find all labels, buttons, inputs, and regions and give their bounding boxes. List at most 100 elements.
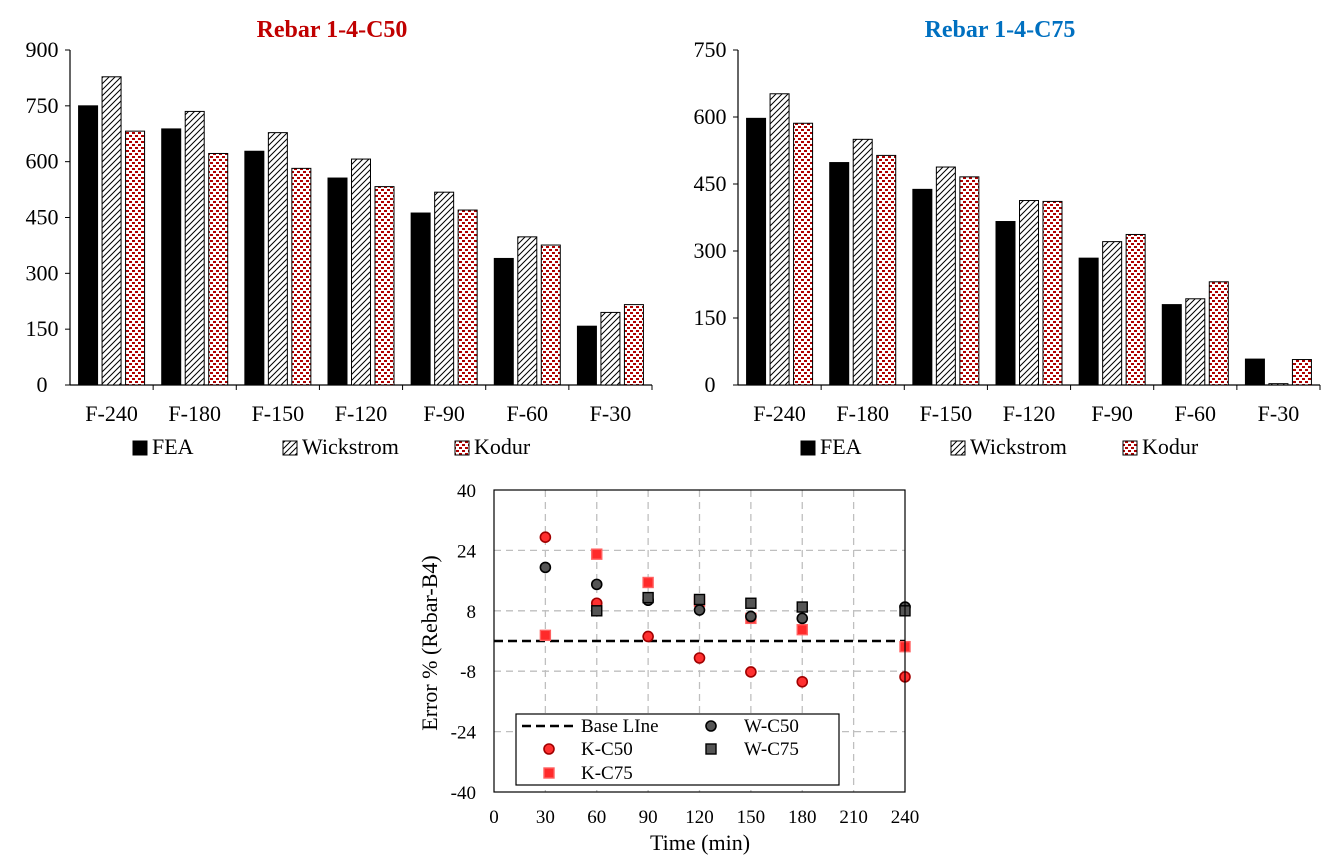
bar-kodur-f-60	[1208, 281, 1229, 386]
bar-fea-f-180	[829, 162, 850, 386]
chart-title: Rebar 1-4-C75	[925, 17, 1076, 43]
y-tick-label: 450	[26, 205, 59, 230]
y-tick-label: 0	[705, 372, 716, 397]
bar-wickstrom-f-120	[1019, 200, 1039, 386]
legend-label-wickstrom: Wickstrom	[302, 434, 399, 459]
bar-wickstrom-f-60	[1185, 298, 1206, 386]
y-tick-label: 450	[694, 171, 727, 196]
point-k-c50	[796, 675, 809, 688]
x-tick-label: 60	[587, 807, 606, 828]
bar-fea-f-90	[1078, 257, 1099, 386]
x-tick-label: 120	[685, 807, 714, 828]
x-tick-label: 0	[489, 807, 499, 828]
point-k-c50	[693, 652, 706, 664]
legend-swatch-kodur	[454, 440, 470, 456]
bar-wickstrom-f-120	[351, 158, 371, 386]
bar-kodur-f-120	[374, 186, 395, 386]
y-tick-label: 40	[457, 481, 476, 502]
bar-fea-f-240	[78, 105, 99, 386]
bar-wickstrom-f-240	[769, 93, 790, 386]
bar-kodur-f-180	[876, 154, 897, 386]
bar-kodur-f-150	[959, 176, 980, 386]
legend-label-baseline: Base LIne	[581, 716, 659, 737]
x-tick-label: F-240	[753, 401, 806, 426]
bar-chart-c75: Rebar 1-4-C75 0 150 300 450 600 750 F-240 F-18…	[694, 17, 1321, 459]
point-k-c75	[539, 629, 552, 642]
y-tick-label: 150	[694, 305, 727, 330]
x-tick-label: F-180	[836, 401, 889, 426]
y-tick-label: 150	[26, 316, 59, 341]
bar-kodur-f-240	[793, 122, 814, 386]
y-tick-label: 750	[694, 37, 727, 62]
bar-fea-f-60	[1161, 304, 1182, 386]
point-w-c50	[796, 612, 809, 625]
bar-fea-f-60	[493, 257, 514, 386]
bar-wickstrom-f-150	[935, 166, 956, 386]
point-k-c50	[745, 666, 757, 678]
legend-label-kodur: Kodur	[474, 434, 531, 459]
x-tick-label: F-60	[1175, 401, 1217, 426]
bar-fea-f-90	[410, 212, 431, 386]
x-tick-label: F-150	[252, 401, 305, 426]
x-tick-label: F-90	[1091, 401, 1133, 426]
bar-fea-f-30	[1244, 358, 1265, 386]
legend-marker-w-c75	[705, 743, 717, 755]
y-tick-label: -24	[451, 723, 477, 744]
bar-kodur-f-120	[1042, 200, 1063, 386]
bar-fea-f-150	[244, 150, 265, 386]
bar-fea-f-240	[746, 117, 767, 386]
bar-fea-f-180	[161, 128, 182, 386]
legend-label-fea: FEA	[820, 434, 862, 459]
y-tick-label: 8	[467, 602, 477, 623]
x-tick-label: 150	[737, 807, 766, 828]
y-tick-label: -40	[451, 783, 476, 804]
point-w-c75	[642, 591, 654, 604]
x-tick-label: F-90	[423, 401, 465, 426]
legend-label-w-c50: W-C50	[744, 716, 799, 737]
bar-wickstrom-f-60	[517, 236, 538, 386]
bar-kodur-f-240	[125, 130, 146, 386]
legend-label-w-c75: W-C75	[744, 739, 799, 760]
x-axis-label: Time (min)	[650, 830, 750, 855]
point-k-c75	[591, 548, 603, 560]
point-w-c50	[693, 604, 706, 616]
y-tick-label: 300	[694, 238, 727, 263]
bar-fea-f-120	[995, 221, 1016, 386]
bar-kodur-f-60	[540, 244, 561, 386]
legend-swatch-fea	[800, 440, 816, 456]
legend-label-k-c50: K-C50	[581, 739, 633, 760]
x-tick-label: 30	[536, 807, 555, 828]
point-w-c75	[796, 601, 808, 613]
y-tick-label: 0	[37, 372, 48, 397]
legend-swatch-kodur	[1122, 440, 1138, 456]
x-tick-label: F-150	[920, 401, 973, 426]
point-w-c50	[590, 578, 603, 591]
bar-fea-f-120	[327, 177, 348, 386]
bar-fea-f-150	[912, 188, 933, 386]
legend-marker-k-c75	[543, 767, 555, 779]
y-axis-label: Error % (Rebar-B4)	[417, 555, 442, 730]
legend-swatch-wickstrom	[282, 440, 298, 456]
y-tick-label: 600	[694, 104, 727, 129]
bar-wickstrom-f-240	[101, 76, 122, 386]
point-w-c75	[591, 605, 603, 617]
chart-title: Rebar 1-4-C50	[257, 17, 408, 43]
legend-label-wickstrom: Wickstrom	[970, 434, 1067, 459]
x-tick-label: F-30	[1258, 401, 1300, 426]
point-k-c50	[539, 531, 552, 543]
bar-wickstrom-f-180	[852, 138, 873, 386]
point-k-c75	[642, 576, 654, 589]
y-tick-label: 24	[457, 541, 477, 562]
bar-wickstrom-f-30	[600, 311, 621, 386]
legend-swatch-wickstrom	[950, 440, 966, 456]
point-w-c50	[745, 610, 757, 623]
x-tick-label: F-30	[590, 401, 632, 426]
y-tick-label: -8	[460, 662, 476, 683]
scatter-chart-error: -40 -24 -8 8 24 40 0 30 60 90 120 150 180 210 240 Tim…	[417, 481, 919, 855]
x-tick-label: F-120	[335, 401, 388, 426]
x-tick-label: 180	[788, 807, 817, 828]
bar-kodur-f-30	[623, 304, 644, 386]
y-tick-label: 300	[26, 260, 59, 285]
x-tick-label: F-180	[168, 401, 221, 426]
